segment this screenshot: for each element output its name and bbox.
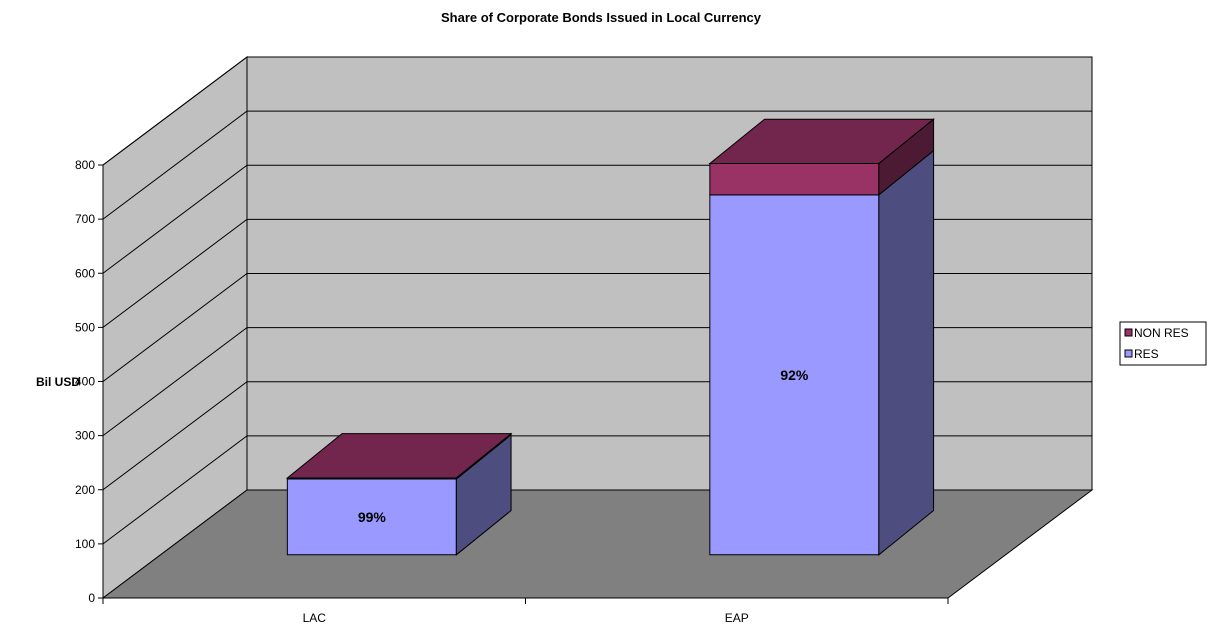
bar-non-res-front bbox=[709, 162, 880, 196]
x-tick-label: EAP bbox=[725, 611, 749, 625]
y-tick-label: 500 bbox=[75, 320, 95, 334]
bar-top-face bbox=[708, 118, 935, 164]
legend-swatch-res bbox=[1124, 349, 1133, 358]
floor bbox=[101, 489, 1094, 599]
y-axis: 0 100 200 300 400 500 600 700 800 bbox=[75, 158, 104, 605]
bars: 99% 92% bbox=[285, 118, 935, 556]
bar-stack-lac: 99% bbox=[285, 432, 513, 556]
y-tick-label: 800 bbox=[75, 158, 95, 172]
chart-title: Share of Corporate Bonds Issued in Local… bbox=[441, 10, 762, 25]
y-tick-label: 200 bbox=[75, 483, 95, 497]
legend-label-res: RES bbox=[1134, 347, 1159, 361]
data-label: 92% bbox=[780, 367, 809, 383]
y-tick-label: 0 bbox=[88, 591, 95, 605]
legend-swatch-non-res bbox=[1124, 328, 1133, 337]
y-tick-label: 600 bbox=[75, 266, 95, 280]
legend: NON RES RES bbox=[1119, 321, 1207, 366]
bar-stack-eap: 92% bbox=[708, 118, 935, 556]
legend-box bbox=[1119, 321, 1207, 366]
y-tick-label: 400 bbox=[75, 375, 95, 389]
y-tick-label: 300 bbox=[75, 429, 95, 443]
data-label: 99% bbox=[358, 509, 387, 525]
gridline bbox=[102, 110, 1092, 220]
y-tick-label: 700 bbox=[75, 212, 95, 226]
y-axis-label: Bil USD bbox=[36, 375, 80, 389]
x-tick-label: LAC bbox=[303, 611, 327, 625]
x-axis: LAC EAP bbox=[102, 597, 949, 625]
bar-top-face bbox=[285, 433, 513, 479]
gridline bbox=[102, 56, 1092, 166]
bar-res-side bbox=[878, 149, 935, 556]
y-tick-label: 100 bbox=[75, 537, 95, 551]
legend-label-non-res: NON RES bbox=[1134, 326, 1189, 340]
